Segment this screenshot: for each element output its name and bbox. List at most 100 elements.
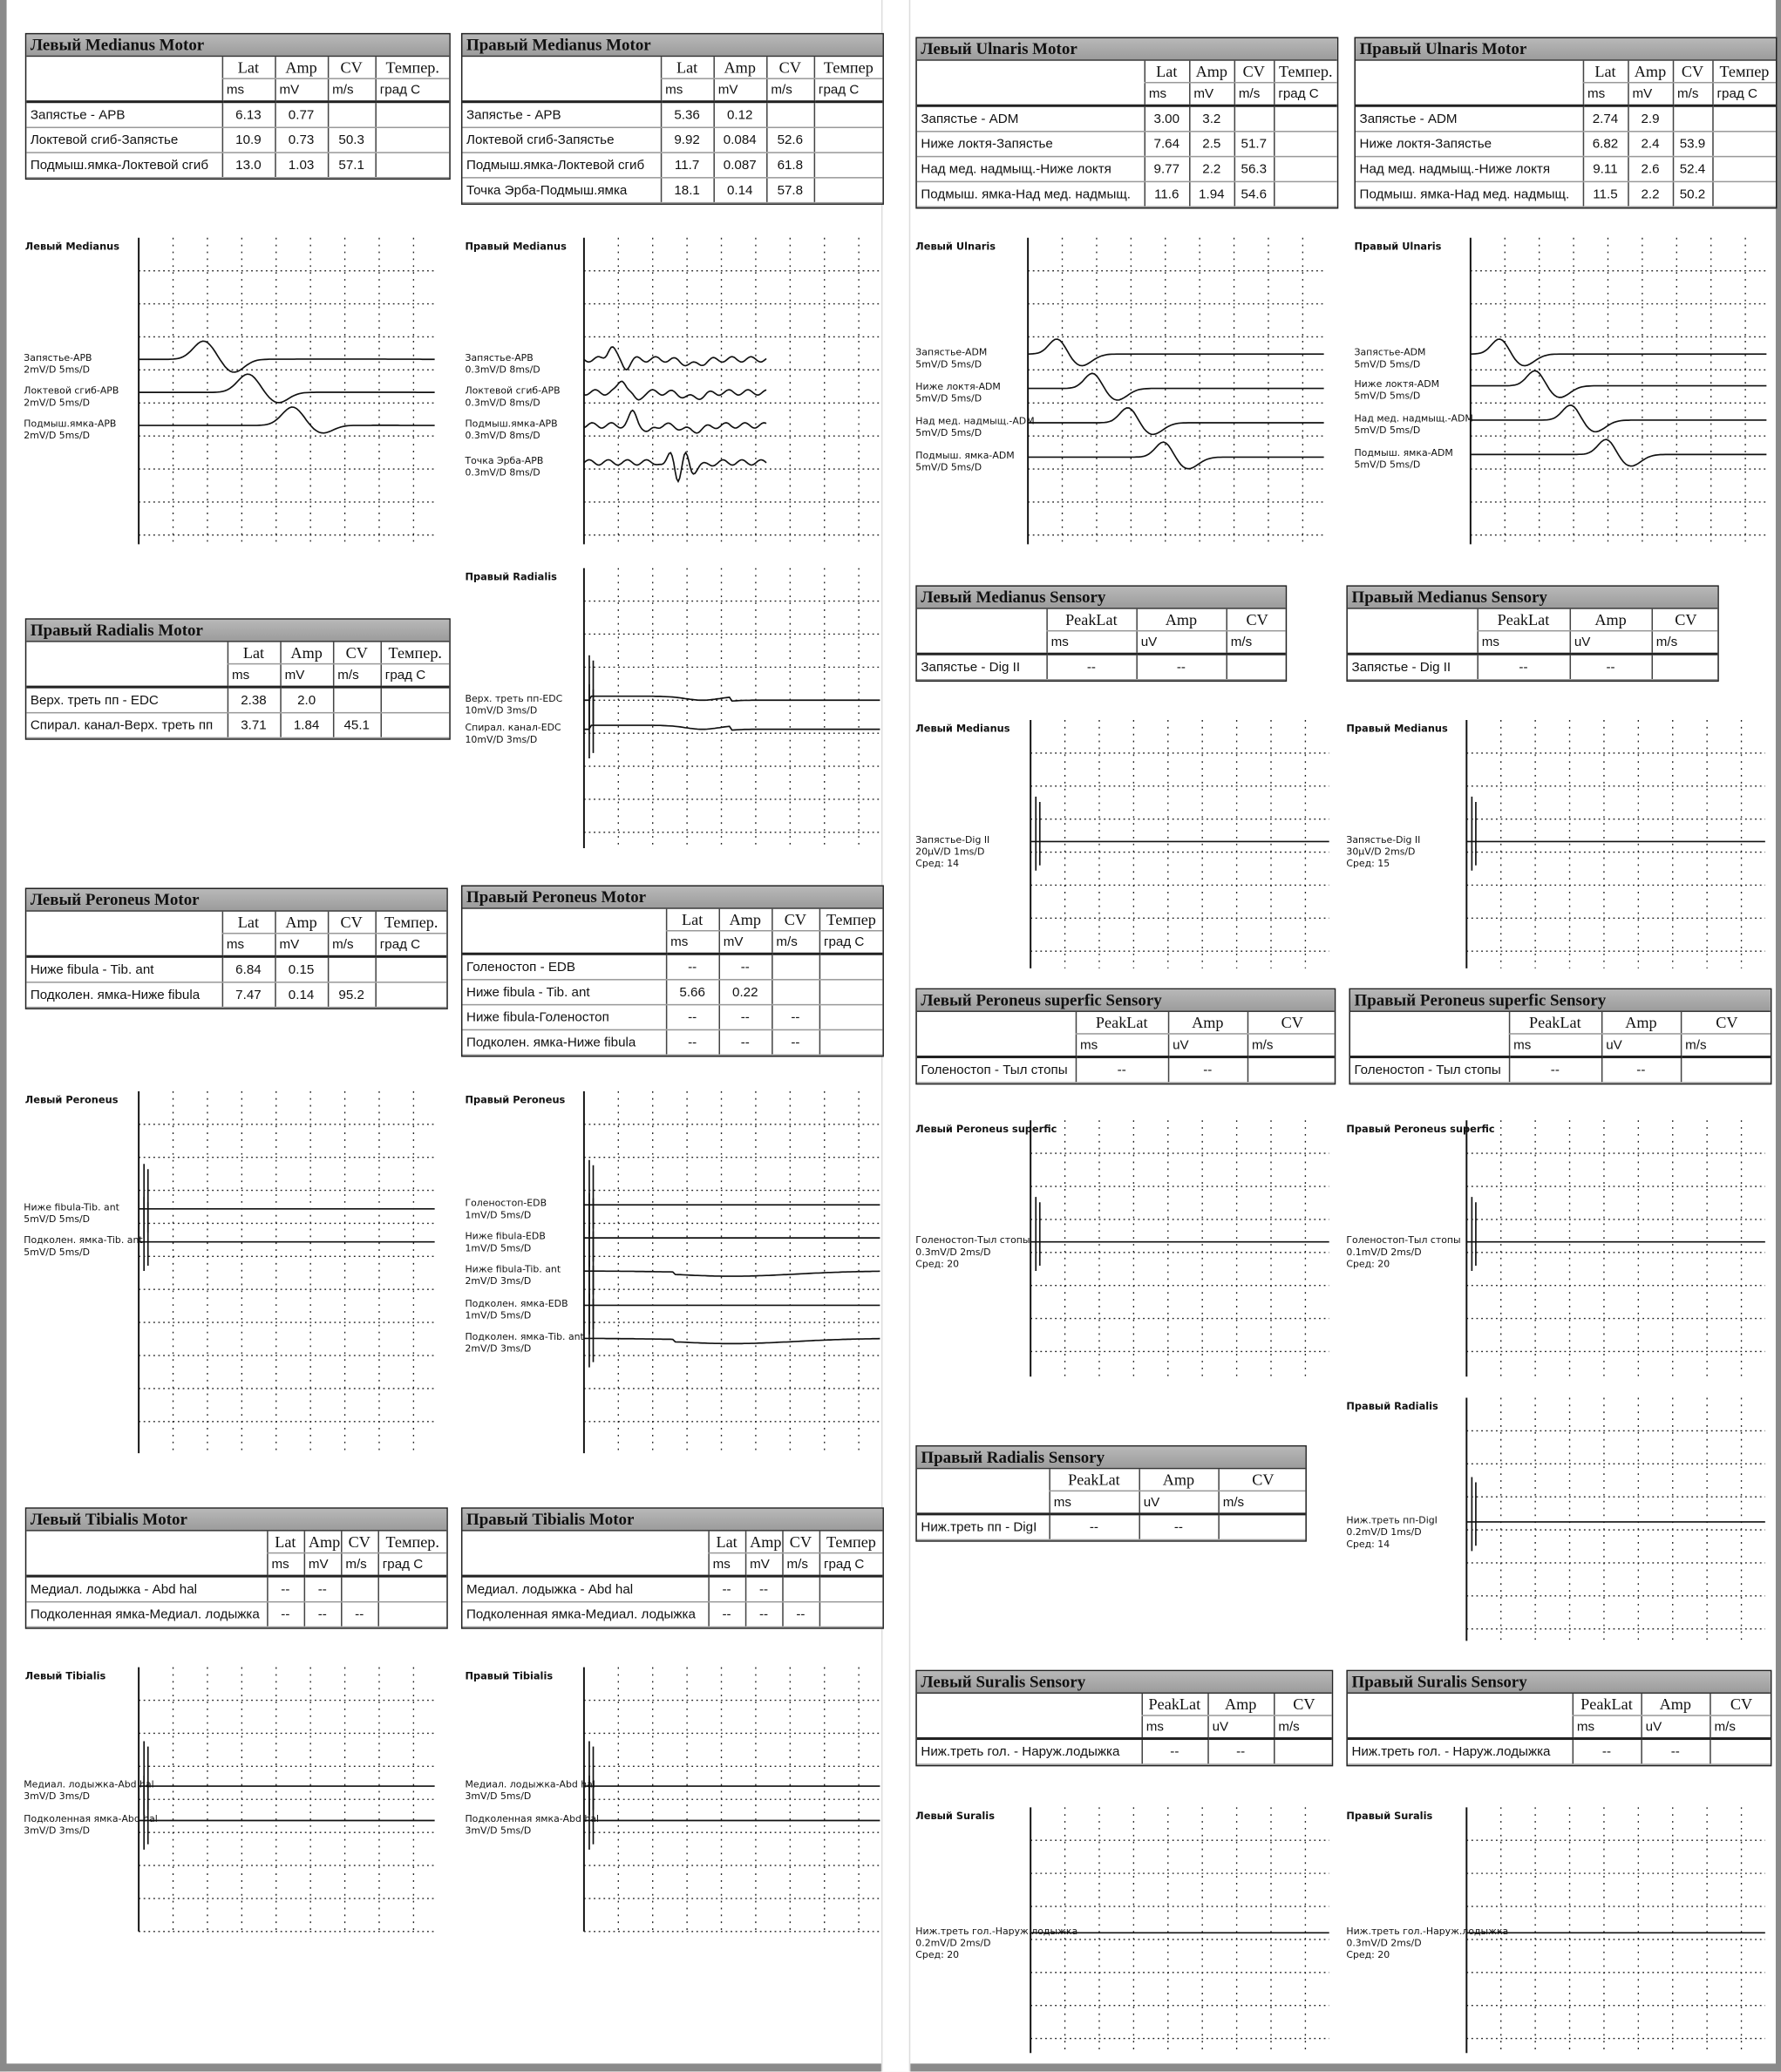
waveform-title: Правый Tibialis: [465, 1669, 554, 1682]
value-cell: [1711, 181, 1776, 207]
column-header-cell: Amp: [1188, 60, 1234, 84]
site-label: Подколен. ямка-Ниже fibula: [26, 982, 222, 1009]
trace-site: Ниже fibula-EDB: [465, 1230, 546, 1242]
waveform-trace: [139, 1775, 435, 1850]
column-header: PeakLat Amp CV: [917, 608, 1286, 632]
trace-site: Ниж.треть пп-DigI: [1346, 1513, 1438, 1526]
value-cell: [781, 1576, 819, 1603]
unit-header-cell: ms: [1048, 1491, 1139, 1516]
value-cell: 2.2: [1188, 156, 1234, 183]
unit-header-cell: град C: [1711, 82, 1776, 107]
empty-cell: [916, 1715, 1142, 1741]
trace-averages: Сред: 14: [1346, 1538, 1390, 1550]
trace-site: Медиал. лодыжка-Abd hal: [465, 1777, 595, 1790]
results-table: Правый Radialis Motor Lat Amp CV Темпер. ms mV…: [24, 618, 451, 740]
trace-label: Верх. треть пп-EDC 10mV/D 3ms/D: [465, 692, 562, 716]
trace-averages: Сред: 20: [1346, 1948, 1390, 1961]
unit-header-cell: град C: [374, 78, 450, 104]
unit-header: ms mV m/s град C: [462, 78, 883, 104]
table-row: Ниже локтя-Запястье 6.82 2.4 53.9: [1356, 131, 1776, 158]
column-header-cell: CV: [327, 911, 376, 934]
trace-label: Подколен. ямка-Tib. ant 2mV/D 3ms/D: [465, 1330, 583, 1354]
column-header-cell: CV: [765, 57, 814, 79]
unit-header-cell: ms: [1143, 82, 1190, 107]
trace-scale: 5mV/D 5ms/D: [1354, 424, 1421, 437]
unit-header-cell: ms: [1581, 82, 1628, 107]
table-row: Медиал. лодыжка - Abd hal -- --: [462, 1576, 883, 1603]
value-cell: --: [665, 1004, 719, 1031]
waveform-trace: [139, 406, 435, 434]
column-header: Lat Amp CV Темпер.: [26, 57, 450, 79]
trace-label: Ниж.треть гол.-Наруж.лодыжка 0.2mV/D 2ms/…: [915, 1925, 1077, 1960]
unit-header-cell: m/s: [327, 78, 376, 104]
results-table: Правый Suralis Sensory PeakLat Amp CV ms uV m/…: [1346, 1669, 1772, 1767]
waveform-trace: [139, 1197, 435, 1272]
value-cell: [818, 1576, 883, 1603]
trace-scale: 2mV/D 5ms/D: [24, 429, 91, 442]
value-cell: [374, 153, 450, 179]
column-header-cell: Темпер: [818, 1531, 883, 1554]
table-row: Ниже fibula - Tib. ant 6.84 0.15: [26, 956, 447, 983]
column-header-cell: Amp: [717, 908, 772, 932]
value-cell: --: [771, 1004, 819, 1031]
trace-label: Медиал. лодыжка-Abd hal 3mV/D 5ms/D: [465, 1778, 595, 1802]
value-cell: 2.6: [1627, 156, 1673, 183]
trace-scale: 5mV/D 5ms/D: [24, 1246, 91, 1258]
unit-header: ms uV m/s: [916, 1491, 1306, 1516]
table-title: Правый Peroneus Motor: [462, 886, 883, 909]
value-cell: [1711, 131, 1776, 158]
table-title: Левый Peroneus Motor: [26, 888, 447, 912]
unit-header-cell: m/s: [765, 78, 814, 104]
value-cell: 56.3: [1233, 156, 1275, 183]
column-header: PeakLat Amp CV: [917, 1693, 1332, 1716]
trace-site: Ниже fibula-Tib. ant: [24, 1200, 119, 1213]
column-header: PeakLat Amp CV: [1350, 1011, 1771, 1035]
waveform-title: Правый Radialis: [1346, 1400, 1438, 1413]
results-table: Правый Radialis Sensory PeakLat Amp CV ms uV m…: [915, 1445, 1307, 1542]
unit-header: ms mV m/s град C: [916, 82, 1337, 107]
column-header: Lat Amp CV Темпер.: [917, 60, 1337, 84]
unit-header: ms mV m/s град C: [462, 1552, 883, 1578]
waveform-trace: [583, 346, 767, 371]
trace-site: Над мед. надмыщ.-ADM: [915, 414, 1035, 427]
table-title: Левый Medianus Motor: [26, 34, 450, 58]
value-cell: --: [771, 1029, 819, 1056]
trace-averages: Сред: 15: [1346, 857, 1390, 870]
unit-header-cell: m/s: [327, 933, 376, 958]
value-cell: 52.4: [1671, 156, 1713, 183]
empty-cell: [1347, 630, 1478, 656]
waveform-trace: [1470, 338, 1767, 367]
waveform-trace: [1028, 441, 1324, 470]
column-header-cell: Темпер.: [374, 911, 447, 934]
unit-header-cell: ms: [1508, 1033, 1601, 1058]
table-row: Ниж.треть гол. - Наруж.лодыжка -- --: [916, 1738, 1332, 1765]
empty-cell: [916, 82, 1145, 107]
column-header-cell: Lat: [221, 57, 275, 79]
value-cell: 5.36: [660, 101, 714, 128]
empty-cell: [462, 78, 661, 104]
trace-site: Подмыш.ямка-APB: [465, 417, 558, 430]
waveform-trace: [1028, 372, 1324, 401]
unit-header-cell: град C: [379, 663, 450, 689]
table-row: Над мед. надмыщ.-Ниже локтя 9.77 2.2 56.3: [916, 156, 1337, 183]
waveform-trace: [1466, 796, 1765, 871]
waveform-title: Левый Medianus: [915, 723, 1010, 735]
value-cell: 0.14: [712, 177, 767, 204]
column-header-cell: Lat: [1581, 60, 1628, 84]
value-cell: 0.15: [274, 956, 328, 983]
results-table: Левый Medianus Motor Lat Amp CV Темпер. ms mV m…: [24, 32, 451, 180]
table-row: Запястье - APB 6.13 0.77: [26, 101, 450, 128]
trace-scale: 0.3mV/D 8ms/D: [465, 363, 540, 376]
unit-header-cell: m/s: [1709, 1715, 1771, 1741]
value-cell: --: [266, 1601, 304, 1628]
empty-cell: [1349, 1033, 1509, 1058]
unit-header-cell: m/s: [1680, 1033, 1771, 1058]
page-divider: [880, 0, 911, 2072]
site-label: Ниж.треть гол. - Наруж.лодыжка: [1347, 1738, 1573, 1765]
trace-scale: 3mV/D 5ms/D: [465, 1824, 532, 1837]
unit-header-cell: m/s: [1217, 1491, 1306, 1516]
trace-scale: 0.2mV/D 2ms/D: [915, 1936, 991, 1949]
site-label: Подмыш. ямка-Над мед. надмыщ.: [916, 181, 1145, 207]
value-cell: [1233, 105, 1275, 132]
waveform-title: Левый Ulnaris: [915, 240, 996, 253]
